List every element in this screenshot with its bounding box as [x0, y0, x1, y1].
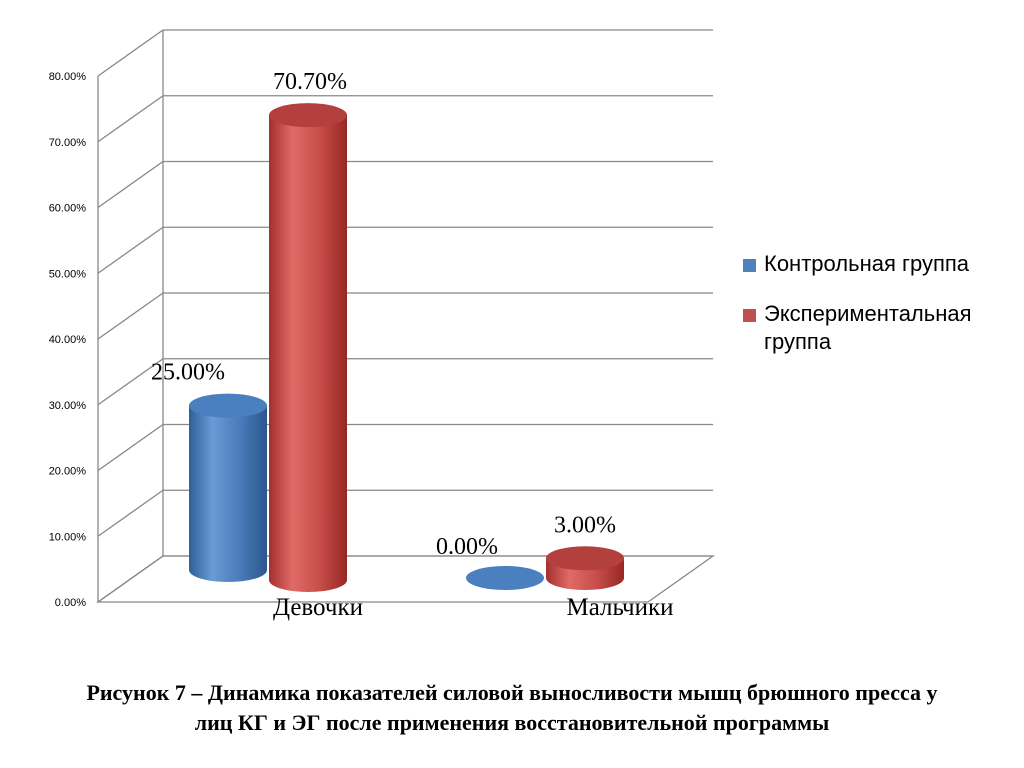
bar-top — [546, 546, 624, 571]
data-labels: 25.00% 70.70% 0.00% 3.00% — [151, 69, 616, 560]
x-category-label: Мальчики — [567, 594, 674, 621]
legend: Контрольная группа Экспериментальная гру… — [740, 250, 1020, 378]
bar — [189, 393, 267, 582]
bar-body — [189, 405, 267, 582]
gridline-side — [97, 423, 164, 472]
gridline-side — [97, 160, 164, 209]
gridline-side — [97, 358, 164, 406]
bar-top — [466, 566, 544, 590]
data-label: 3.00% — [554, 512, 616, 538]
bar-top — [269, 103, 347, 128]
legend-label-control: Контрольная группа — [764, 251, 970, 276]
bar — [269, 103, 347, 593]
bar-body — [269, 115, 347, 593]
gridline-side — [97, 226, 164, 274]
bar — [466, 566, 544, 590]
data-label: 25.00% — [151, 360, 225, 386]
y-tick-label: 20.00% — [49, 466, 87, 478]
gridline-side — [97, 29, 164, 77]
chart-plot: 0.00% 10.00% 20.00% 30.00% 40.00% 50.00% 60.00… — [49, 29, 716, 621]
legend-item-control: Контрольная группа — [740, 250, 1020, 278]
gridline-side — [97, 292, 164, 340]
y-axis-ticks: 0.00% 10.00% 20.00% 30.00% 40.00% 50.00% 60.00… — [49, 71, 87, 609]
data-label: 70.70% — [273, 69, 347, 95]
y-tick-label: 60.00% — [49, 203, 87, 215]
figure-caption: Рисунок 7 – Динамика показателей силовой… — [0, 678, 1024, 738]
y-tick-label: 80.00% — [49, 71, 87, 83]
y-tick-label: 40.00% — [49, 334, 87, 346]
legend-swatch-experimental — [743, 309, 756, 322]
legend-swatch-control — [743, 259, 756, 272]
caption-line-1: Рисунок 7 – Динамика показателей силовой… — [86, 680, 938, 705]
legend-item-experimental: Экспериментальная группа — [740, 300, 1020, 356]
chart-floor — [95, 555, 716, 603]
x-category-label: Девочки — [273, 594, 363, 621]
bar — [546, 546, 624, 590]
legend-label-experimental: Экспериментальная группа — [764, 301, 972, 354]
bars — [189, 103, 624, 593]
gridline-side — [97, 489, 164, 537]
y-tick-label: 10.00% — [49, 531, 87, 543]
bar-top — [189, 393, 267, 418]
y-tick-label: 50.00% — [49, 268, 87, 280]
caption-line-2: лиц КГ и ЭГ после применения восстановит… — [194, 710, 830, 735]
data-label: 0.00% — [436, 534, 498, 560]
gridline-side — [97, 95, 164, 143]
y-tick-label: 0.00% — [55, 597, 86, 609]
x-axis-categories: Девочки Мальчики — [273, 594, 674, 621]
y-tick-label: 70.00% — [49, 137, 87, 149]
y-tick-label: 30.00% — [49, 400, 87, 412]
